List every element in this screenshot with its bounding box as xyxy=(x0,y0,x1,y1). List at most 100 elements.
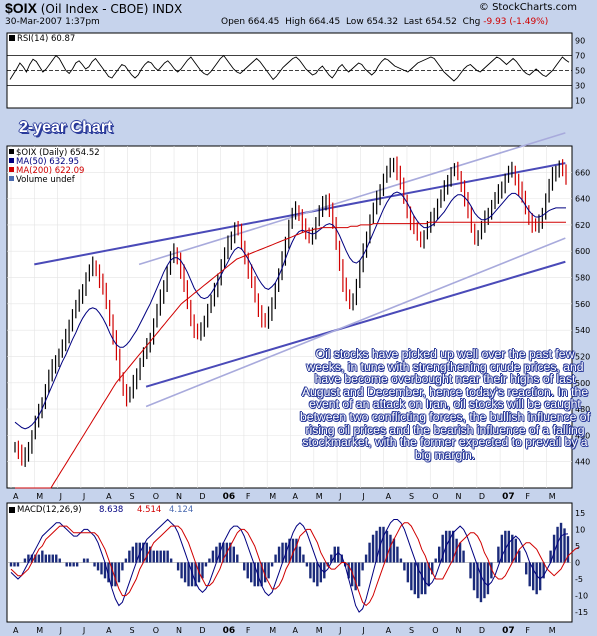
macd-hist-bar xyxy=(396,546,399,563)
macd-month-tick-label: F xyxy=(525,626,530,635)
macd-hist-bar xyxy=(246,562,249,579)
macd-month-tick-label: M xyxy=(316,626,323,635)
macd-hist-bar xyxy=(406,562,410,583)
macd-month-tick-label: J xyxy=(82,626,85,635)
macd-hist-bar xyxy=(75,562,79,567)
macd-hist-bar xyxy=(107,562,110,583)
commentary-note: Oil stocks have picked up well over the … xyxy=(300,347,590,462)
macd-hist-bar xyxy=(399,558,403,563)
price-legend-entry: MA(50) 632.95 xyxy=(16,157,79,167)
macd-hist-bar xyxy=(417,562,420,599)
macd-month-tick-label: J xyxy=(361,626,364,635)
macd-hist-bar xyxy=(260,562,263,587)
macd-hist-bar xyxy=(375,530,378,563)
macd-month-tick-label: M xyxy=(36,626,43,635)
trend-channel-line xyxy=(34,162,566,266)
macd-hist-bar xyxy=(236,554,239,563)
month-tick-label: M xyxy=(316,492,323,501)
macd-hist-bar xyxy=(270,562,274,567)
trend-channel-line xyxy=(145,237,566,408)
month-tick-label: M xyxy=(549,492,556,501)
month-tick-label: N xyxy=(456,492,462,501)
macd-hist-bar xyxy=(364,554,368,563)
month-tick-label: J xyxy=(338,492,341,501)
chg-value: -9.93 (-1.49%) xyxy=(483,17,549,27)
macd-hist-bar xyxy=(180,562,183,579)
macd-hist-bar xyxy=(333,546,336,563)
macd-legend-entry: MACD(12,26,9) xyxy=(17,505,82,515)
macd-hist-bar xyxy=(159,550,162,563)
macd-hist-bar xyxy=(368,542,371,563)
rsi-tick-label: 70 xyxy=(575,52,585,61)
macd-hist-bar xyxy=(431,562,434,575)
month-tick-label: M xyxy=(36,492,43,501)
price-frame xyxy=(6,145,573,489)
macd-hist-bar xyxy=(340,554,343,563)
chart-title: $OIX (Oil Index - CBOE) INDX xyxy=(5,0,182,16)
macd-hist-bar xyxy=(267,562,270,579)
macd-month-tick-label: J xyxy=(338,626,341,635)
price-tick-label: 480 xyxy=(575,405,590,414)
macd-month-tick-label: J xyxy=(59,626,62,635)
macd-hist-bar xyxy=(100,562,103,575)
macd-hist-bar xyxy=(382,526,385,563)
macd-hist-bar xyxy=(518,550,521,563)
macd-legend-entry: 4.514 xyxy=(137,505,161,515)
macd-hist-bar xyxy=(525,562,528,575)
macd-tick-label: 15 xyxy=(575,509,585,518)
ma200-line xyxy=(15,221,566,489)
month-tick-label: J xyxy=(82,492,85,501)
price-tick-label: 600 xyxy=(575,247,590,256)
quote-line: Open 664.45 High 664.45 Low 654.32 Last … xyxy=(221,17,548,27)
macd-hist-bar xyxy=(229,542,232,563)
macd-hist-bar xyxy=(194,562,197,587)
macd-hist-bar xyxy=(563,528,566,563)
macd-hist-bar xyxy=(48,554,51,563)
last-value: 654.52 xyxy=(425,17,457,27)
macd-hist-bar xyxy=(451,530,455,563)
low-label: Low xyxy=(345,17,364,27)
month-tick-label: A xyxy=(13,492,19,501)
macd-hist-bar xyxy=(250,562,253,583)
macd-month-tick-label: O xyxy=(432,626,438,635)
price-legend-entry: Volume undef xyxy=(16,175,76,185)
macd-month-tick-label: D xyxy=(479,626,485,635)
stockcharts-brand[interactable]: © StockCharts.com xyxy=(478,2,577,13)
price-tick-label: 580 xyxy=(575,274,590,283)
chart-header: $OIX (Oil Index - CBOE) INDX 30-Mar-2007… xyxy=(0,0,597,32)
macd-hist-bar xyxy=(424,562,427,595)
macd-month-tick-label: N xyxy=(456,626,462,635)
macd-month-tick-label: A xyxy=(386,626,392,635)
month-tick-label: A xyxy=(106,492,112,501)
price-legend-swatch xyxy=(9,149,14,154)
macd-hist-bar xyxy=(511,534,514,563)
macd-hist-bar xyxy=(215,546,218,563)
macd-hist-bar xyxy=(65,562,68,567)
macd-hist-bar xyxy=(93,562,96,567)
macd-hist-bar xyxy=(208,558,211,563)
macd-hist-bar xyxy=(68,562,72,567)
price-tick-label: 620 xyxy=(575,221,590,230)
macd-hist-bar xyxy=(222,542,225,563)
rsi-line xyxy=(9,54,570,82)
trend-channel-line xyxy=(138,132,566,266)
macd-tick-label: -5 xyxy=(575,575,583,584)
macd-hist-bar xyxy=(403,562,406,571)
macd-legend-entry: 4.124 xyxy=(169,505,193,515)
macd-hist-bar xyxy=(121,562,124,571)
open-value: 664.45 xyxy=(247,17,280,27)
rsi-tick-label: 30 xyxy=(575,82,585,91)
month-tick-label: F xyxy=(525,492,530,501)
macd-hist-bar xyxy=(448,530,451,563)
macd-line xyxy=(10,518,569,613)
macd-hist-bar xyxy=(298,546,302,563)
macd-hist-bar xyxy=(9,562,13,567)
rsi-legend: RSI(14) 60.87 xyxy=(17,34,75,44)
macd-hist-bar xyxy=(277,546,281,563)
price-tick-label: 540 xyxy=(575,326,590,335)
macd-hist-bar xyxy=(350,562,354,587)
macd-tick-label: -10 xyxy=(575,592,588,601)
month-tick-label: J xyxy=(361,492,364,501)
month-tick-label: O xyxy=(153,492,159,501)
macd-hist-bar xyxy=(291,538,295,563)
